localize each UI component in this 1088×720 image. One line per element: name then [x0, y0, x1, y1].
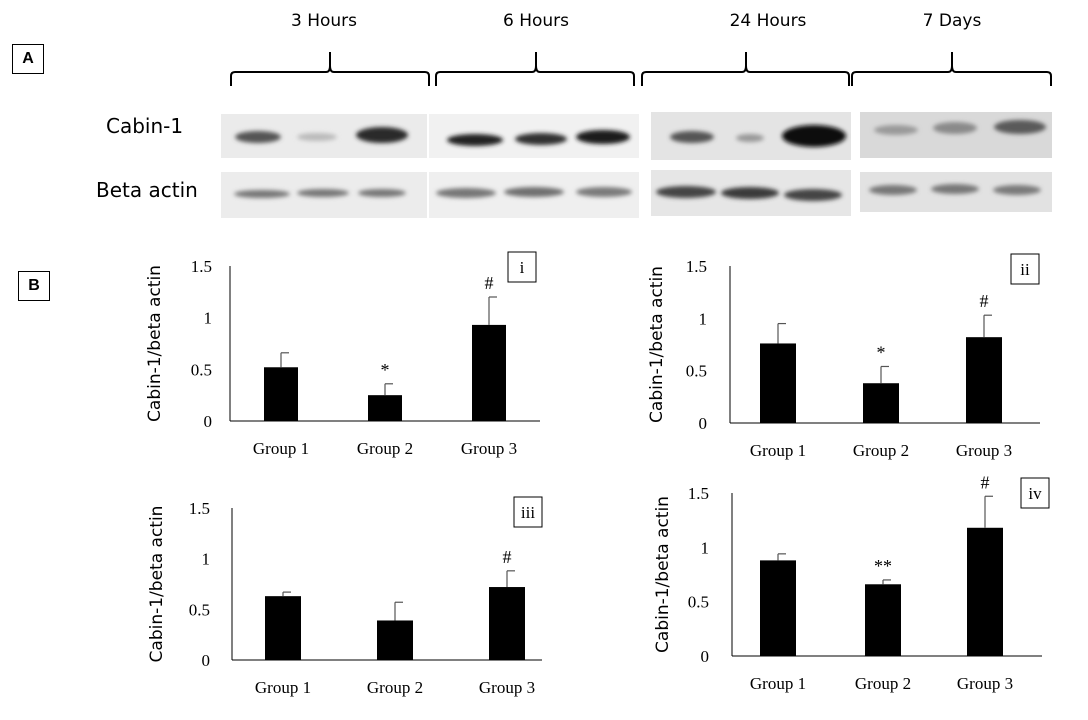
time-label-3h: 3 Hours [291, 11, 357, 31]
bar [760, 343, 796, 423]
bar [264, 367, 298, 421]
y-tick-label: 1.5 [688, 484, 709, 503]
chart-iv: 0 0.5 1 1.5 Cabin-1/beta actin Group 1 ** Group… [653, 472, 1050, 693]
time-label-24h: 24 Hours [730, 11, 807, 31]
chart-iii: 0 0.5 1 1.5 Cabin-1/beta actin Group 1 Group 2… [147, 496, 543, 697]
category-label: Group 1 [750, 441, 806, 460]
category-label: Group 1 [253, 439, 309, 458]
y-tick-label: 0 [699, 414, 708, 433]
panel-label: i [520, 258, 525, 277]
time-brackets [230, 52, 1052, 86]
y-tick-label: 1.5 [686, 257, 707, 276]
panel-a-label-box: A [12, 44, 44, 74]
y-axis-label: Cabin-1/beta actin [147, 506, 167, 663]
significance-marker: # [485, 273, 494, 293]
panel-label: iii [521, 503, 535, 522]
bar [863, 383, 899, 423]
panel-label: iv [1028, 484, 1042, 503]
y-tick-label: 1.5 [191, 257, 212, 276]
category-label: Group 2 [855, 674, 911, 693]
panel-a-label: A [22, 50, 34, 67]
category-label: Group 3 [957, 674, 1013, 693]
panel-label-box [1020, 477, 1050, 509]
panel-label-box [507, 251, 537, 283]
significance-marker: * [877, 342, 886, 362]
bar [472, 324, 506, 421]
panel-label: ii [1020, 260, 1030, 279]
bracket-3h [230, 52, 430, 86]
bar [368, 395, 402, 421]
y-tick-label: 0.5 [686, 362, 707, 381]
y-tick-label: 1 [202, 550, 211, 569]
y-tick-label: 1.5 [189, 499, 210, 518]
significance-marker: ** [874, 556, 892, 576]
panel-label-box [513, 496, 543, 528]
time-label-7d: 7 Days [923, 11, 982, 31]
row-label-beta-actin: Beta actin [96, 178, 198, 202]
row-label-cabin1: Cabin-1 [106, 114, 183, 138]
chart-i: 0 0.5 1 1.5 Cabin-1/beta actin Group 1 * Group … [145, 251, 540, 458]
y-tick-label: 1 [699, 309, 708, 328]
bar [967, 527, 1003, 656]
category-label: Group 3 [479, 678, 535, 697]
bar [865, 584, 901, 656]
category-label: Group 3 [956, 441, 1012, 460]
significance-marker: * [381, 360, 390, 380]
y-axis-label: Cabin-1/beta actin [653, 496, 673, 653]
bar [489, 587, 525, 660]
category-label: Group 2 [853, 441, 909, 460]
category-label: Group 1 [255, 678, 311, 697]
time-label-6h: 6 Hours [503, 11, 569, 31]
y-tick-label: 1 [701, 538, 710, 557]
significance-marker: # [503, 547, 512, 567]
y-tick-label: 0.5 [189, 600, 210, 619]
y-tick-label: 0 [701, 647, 710, 666]
bar [377, 620, 413, 660]
bracket-7d [851, 52, 1052, 86]
category-label: Group 1 [750, 674, 806, 693]
y-axis-label: Cabin-1/beta actin [145, 265, 165, 422]
y-tick-label: 0.5 [688, 593, 709, 612]
y-tick-label: 0 [202, 651, 211, 670]
bracket-6h [435, 52, 635, 86]
category-label: Group 2 [357, 439, 413, 458]
bar [966, 337, 1002, 423]
y-tick-label: 1 [204, 309, 213, 328]
y-tick-label: 0.5 [191, 360, 212, 379]
bar [760, 560, 796, 656]
panel-b-label-box: B [18, 271, 50, 301]
significance-marker: # [981, 472, 990, 492]
y-axis-label: Cabin-1/beta actin [647, 266, 667, 423]
bar [265, 596, 301, 660]
bracket-24h [641, 52, 850, 86]
category-label: Group 2 [367, 678, 423, 697]
chart-ii: 0 0.5 1 1.5 Cabin-1/beta actin Group 1 * Group … [647, 253, 1040, 460]
category-label: Group 3 [461, 439, 517, 458]
panel-label-box [1010, 253, 1040, 285]
y-tick-label: 0 [204, 412, 213, 431]
panel-b-label: B [28, 277, 40, 294]
significance-marker: # [980, 291, 989, 311]
western-blot-image [221, 112, 1052, 218]
